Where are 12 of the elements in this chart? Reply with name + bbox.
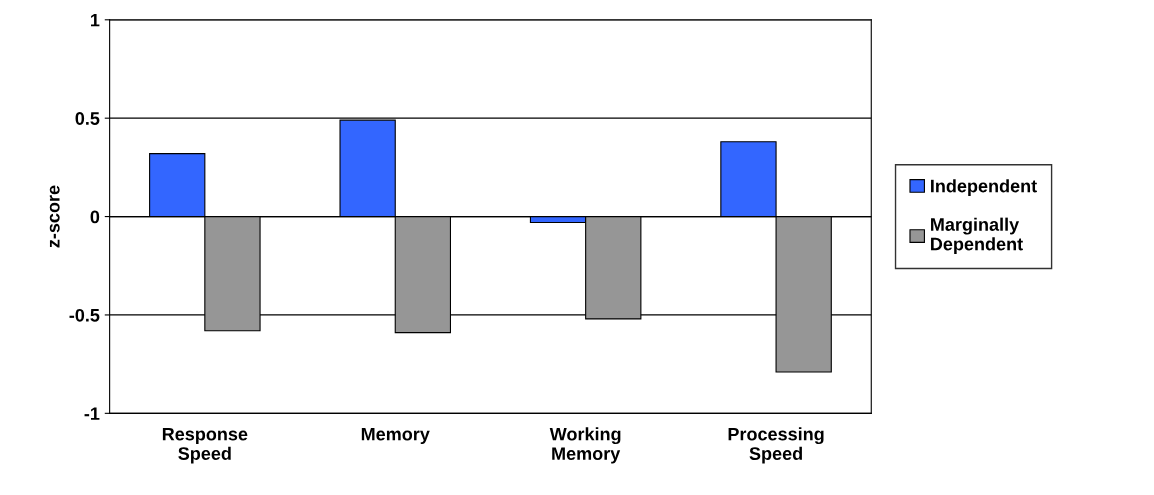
- y-tick-label: 0.5: [75, 112, 100, 125]
- y-tick-label: 0: [90, 210, 100, 224]
- y-tick-label: -0.5: [69, 308, 100, 322]
- legend-label: Independent: [931, 179, 1037, 196]
- y-tick-label: 1: [91, 13, 100, 27]
- y-tick-label: -1: [84, 407, 100, 420]
- x-tick-label: Processing Speed: [728, 427, 824, 464]
- x-tick-label: Response Speed: [162, 427, 248, 464]
- x-tick-label: Memory: [361, 427, 430, 445]
- x-tick-label: Working Memory: [549, 427, 621, 464]
- y-axis-title: z-score: [49, 185, 60, 248]
- legend-label: Marginally Dependent: [931, 217, 1023, 254]
